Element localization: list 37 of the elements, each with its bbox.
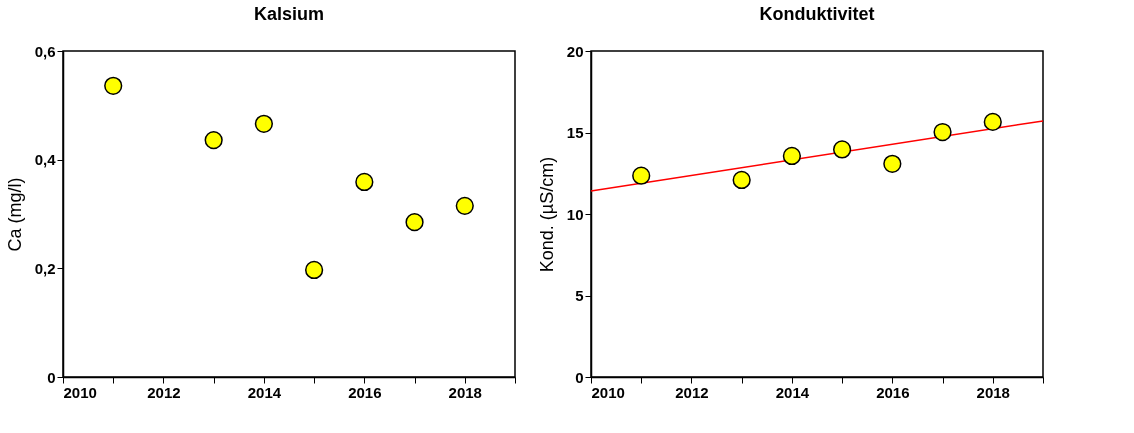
point	[832, 140, 852, 159]
y-tick-label: 20	[566, 42, 584, 60]
point	[304, 260, 324, 280]
y-tick-label: 10	[566, 205, 584, 223]
point	[983, 112, 1002, 132]
chart-title: Konduktivitet	[759, 4, 875, 24]
y-axis-title: Kond. (µS/cm)	[536, 156, 557, 273]
point	[355, 172, 374, 192]
y-tick-label: 15	[566, 124, 584, 141]
point	[782, 146, 802, 166]
y-axis-title: Ca (mg/l)	[4, 177, 25, 252]
point	[883, 154, 902, 173]
x-tick-label: 2010	[591, 383, 625, 401]
y-tick-label: 0	[575, 368, 584, 386]
x-tick-label: 2014	[775, 383, 810, 401]
point	[254, 114, 274, 133]
x-tick-label: 2012	[675, 383, 709, 401]
point	[933, 122, 952, 142]
point	[104, 76, 123, 95]
y-tick-label: 0	[47, 368, 56, 386]
point	[455, 196, 474, 215]
x-tick-label: 2010	[63, 383, 97, 401]
x-tick-label: 2012	[147, 383, 181, 401]
x-tick-label: 2014	[247, 383, 282, 401]
x-tick-label: 2018	[448, 383, 482, 401]
chart-title: Kalsium	[253, 4, 325, 24]
point	[204, 131, 223, 150]
x-tick-label: 2018	[976, 383, 1010, 401]
point	[732, 170, 751, 190]
y-tick-label: 0,4	[34, 151, 57, 169]
point	[632, 166, 651, 185]
y-tick-label: 0,6	[34, 42, 56, 60]
point	[405, 213, 424, 232]
x-tick-label: 2016	[348, 383, 382, 401]
y-tick-label: 5	[575, 287, 584, 304]
x-tick-label: 2016	[876, 383, 910, 401]
y-tick-label: 0,2	[34, 259, 56, 277]
